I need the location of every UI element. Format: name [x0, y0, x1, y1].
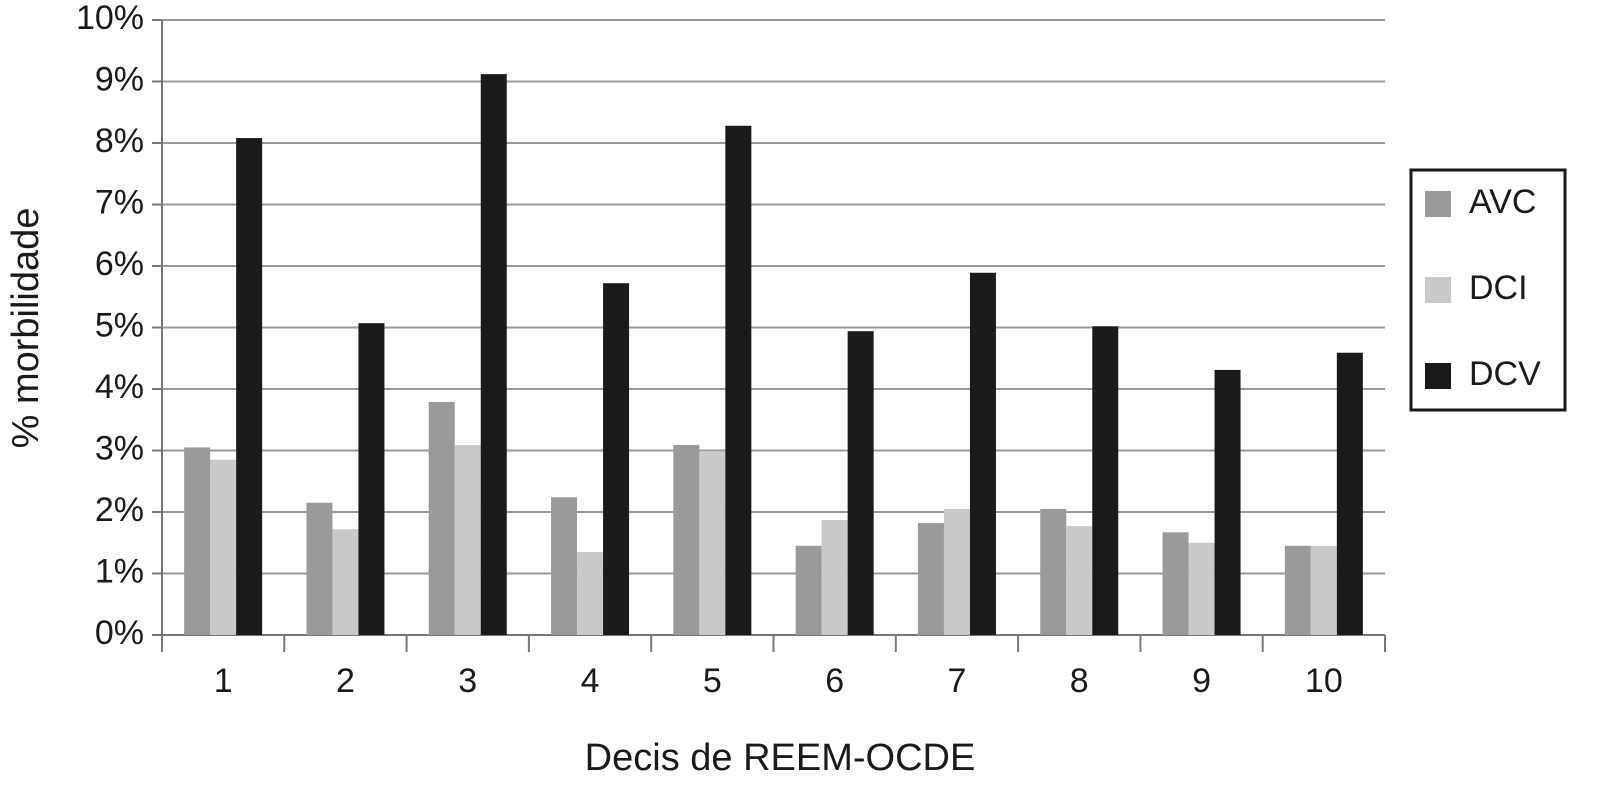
y-tick-label: 8%	[95, 122, 144, 160]
bar	[673, 444, 700, 635]
bar	[725, 125, 752, 635]
bar	[969, 272, 996, 635]
bar	[699, 451, 726, 635]
bar	[210, 459, 237, 635]
bar	[1188, 542, 1215, 635]
bar	[1336, 352, 1363, 635]
legend-label: AVC	[1469, 183, 1536, 221]
bar	[577, 551, 604, 635]
y-tick-label: 9%	[95, 60, 144, 98]
x-tick-label: 2	[336, 662, 355, 700]
bar	[1040, 508, 1067, 635]
bar	[1214, 369, 1241, 635]
x-tick-label: 9	[1192, 662, 1211, 700]
legend-label: DCI	[1469, 269, 1528, 307]
x-tick-label: 3	[458, 662, 477, 700]
y-tick-label: 7%	[95, 183, 144, 221]
bar	[551, 497, 578, 635]
bar	[332, 529, 359, 635]
y-axis-label: % morbilidade	[5, 208, 47, 449]
bar	[1066, 526, 1093, 635]
bar	[1284, 545, 1311, 635]
y-tick-label: 1%	[95, 552, 144, 590]
legend-label: DCV	[1469, 355, 1541, 393]
bar	[943, 508, 970, 635]
x-tick-label: 7	[947, 662, 966, 700]
y-tick-label: 10%	[76, 0, 144, 37]
legend-swatch	[1425, 363, 1451, 389]
bar	[236, 138, 263, 635]
y-tick-label: 3%	[95, 429, 144, 467]
x-tick-label: 8	[1070, 662, 1089, 700]
bar	[1092, 326, 1119, 635]
y-tick-label: 5%	[95, 306, 144, 344]
bar	[1310, 545, 1337, 635]
y-tick-label: 0%	[95, 614, 144, 652]
bar	[795, 545, 822, 635]
bar	[603, 283, 630, 635]
legend-swatch	[1425, 191, 1451, 217]
y-tick-label: 4%	[95, 368, 144, 406]
bar	[1162, 532, 1189, 635]
bar	[184, 447, 211, 635]
bar	[917, 523, 944, 635]
x-tick-label: 4	[581, 662, 600, 700]
bar	[821, 519, 848, 635]
legend-swatch	[1425, 277, 1451, 303]
bar	[454, 444, 481, 635]
bar	[428, 401, 455, 635]
x-tick-label: 10	[1305, 662, 1343, 700]
y-tick-label: 2%	[95, 491, 144, 529]
x-tick-label: 1	[214, 662, 233, 700]
bar	[306, 502, 333, 635]
bar	[847, 331, 874, 635]
bar	[358, 323, 385, 635]
x-tick-label: 6	[825, 662, 844, 700]
y-tick-label: 6%	[95, 245, 144, 283]
x-tick-label: 5	[703, 662, 722, 700]
x-axis-label: Decis de REEM-OCDE	[585, 737, 976, 779]
bar	[480, 74, 507, 636]
